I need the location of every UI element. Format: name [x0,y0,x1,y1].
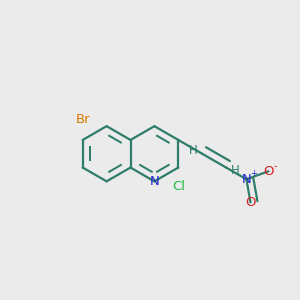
Text: H: H [189,144,198,157]
Text: N: N [242,173,251,186]
Text: -: - [273,161,277,171]
Text: Br: Br [75,113,90,126]
Text: +: + [250,169,257,178]
Text: N: N [149,175,159,188]
Text: O: O [263,165,274,178]
Text: O: O [245,196,256,209]
Text: H: H [231,164,239,177]
Text: Cl: Cl [172,180,185,194]
